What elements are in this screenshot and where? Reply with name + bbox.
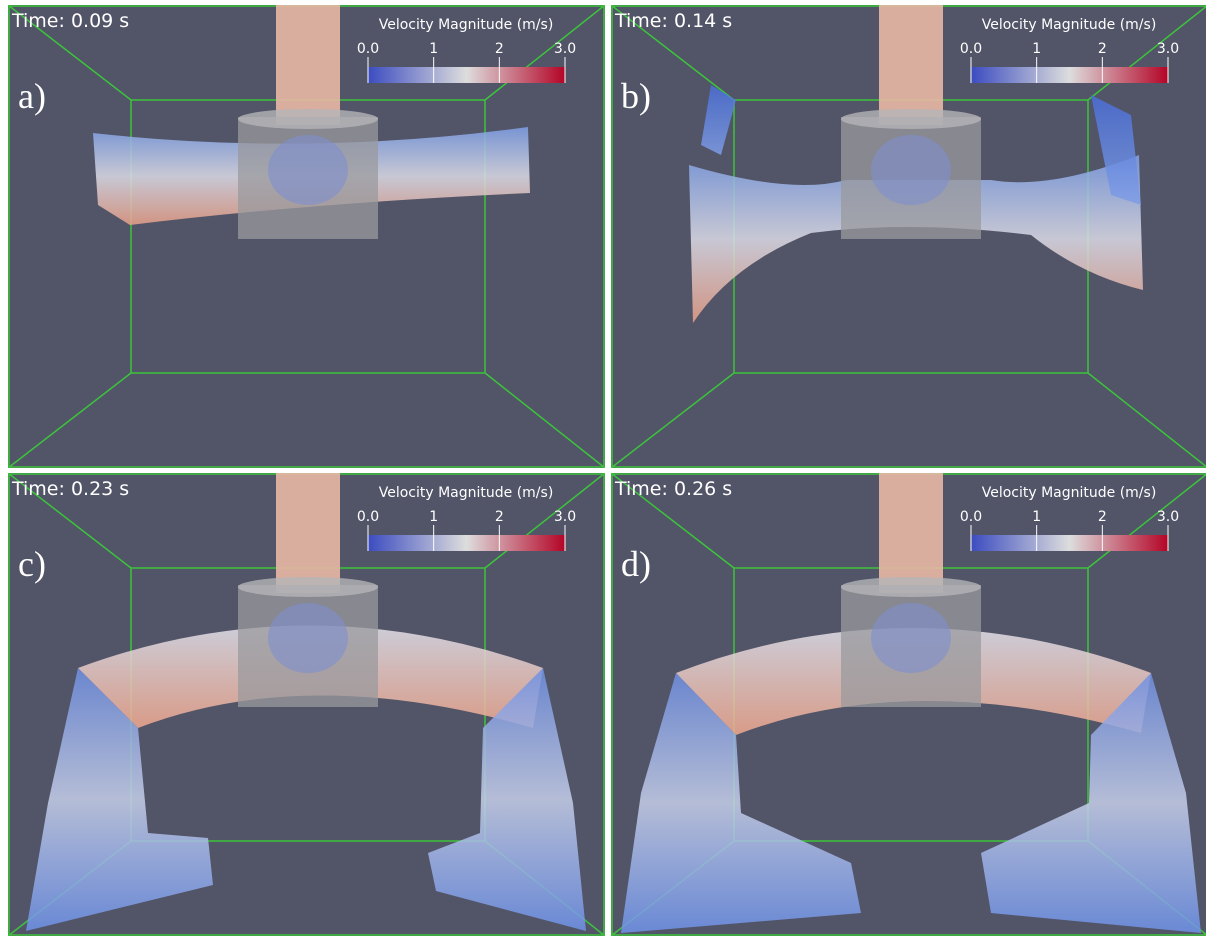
colorbar-title: Velocity Magnitude (m/s): [982, 485, 1157, 501]
colorbar-tick-label: 1: [1032, 41, 1041, 57]
inner-core: [871, 135, 951, 205]
cylinder-top: [238, 577, 378, 597]
panel: Time: 0.14 s b) Velocity Magnitude (m/s)0.…: [611, 5, 1206, 468]
colorbar-title: Velocity Magnitude (m/s): [379, 17, 554, 33]
colorbar-tick-label: 0.0: [960, 509, 982, 525]
colorbar: [971, 67, 1168, 83]
colorbar: [368, 67, 565, 83]
panel: Time: 0.26 s d) Velocity Magnitude (m/s)0.…: [611, 473, 1206, 936]
cylinder-top: [841, 577, 981, 597]
colorbar: [368, 535, 565, 551]
cylinder-top: [238, 109, 378, 129]
time-label: Time: 0.23 s: [11, 478, 129, 500]
inner-core: [268, 603, 348, 673]
colorbar-tick-label: 3.0: [554, 509, 576, 525]
colorbar-title: Velocity Magnitude (m/s): [379, 485, 554, 501]
panel-label: c): [18, 544, 46, 584]
render-view: Time: 0.14 s b) Velocity Magnitude (m/s)0.…: [611, 5, 1206, 468]
pipe: [276, 473, 340, 593]
panel-label: a): [18, 76, 46, 116]
pipe: [879, 473, 943, 593]
render-view: Time: 0.09 s a) Velocity Magnitude (m/s)0.…: [8, 5, 605, 468]
panel: Time: 0.09 s a) Velocity Magnitude (m/s)0.…: [8, 5, 605, 468]
colorbar-tick-label: 1: [1032, 509, 1041, 525]
time-label: Time: 0.14 s: [614, 10, 732, 32]
pipe: [276, 5, 340, 125]
colorbar-tick-label: 2: [495, 509, 504, 525]
colorbar: [971, 535, 1168, 551]
colorbar-tick-label: 1: [429, 41, 438, 57]
inner-core: [871, 603, 951, 673]
pipe: [879, 5, 943, 125]
panel: Time: 0.23 s c) Velocity Magnitude (m/s)0.…: [8, 473, 605, 936]
panel-label: d): [621, 544, 651, 584]
colorbar-tick-label: 3.0: [554, 41, 576, 57]
colorbar-tick-label: 2: [1098, 509, 1107, 525]
colorbar-title: Velocity Magnitude (m/s): [982, 17, 1157, 33]
colorbar-tick-label: 2: [495, 41, 504, 57]
colorbar-tick-label: 0.0: [357, 41, 379, 57]
panel-label: b): [621, 76, 651, 116]
colorbar-tick-label: 0.0: [357, 509, 379, 525]
colorbar-tick-label: 0.0: [960, 41, 982, 57]
render-view: Time: 0.23 s c) Velocity Magnitude (m/s)0.…: [8, 473, 605, 936]
render-view: Time: 0.26 s d) Velocity Magnitude (m/s)0.…: [611, 473, 1206, 936]
colorbar-tick-label: 1: [429, 509, 438, 525]
figure: Time: 0.09 sa)Velocity Magnitude (m/s)0.…: [0, 0, 1206, 937]
inner-core: [268, 135, 348, 205]
time-label: Time: 0.26 s: [614, 478, 732, 500]
cylinder-top: [841, 109, 981, 129]
colorbar-tick-label: 3.0: [1157, 41, 1179, 57]
colorbar-tick-label: 2: [1098, 41, 1107, 57]
time-label: Time: 0.09 s: [11, 10, 129, 32]
colorbar-tick-label: 3.0: [1157, 509, 1179, 525]
